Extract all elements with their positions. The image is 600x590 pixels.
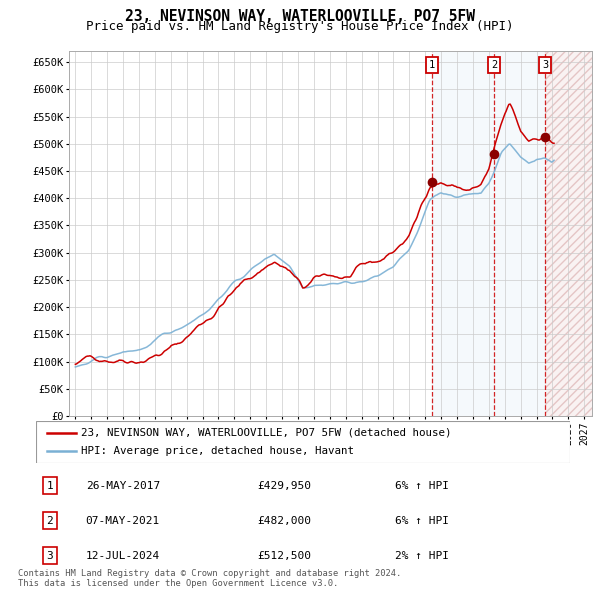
Text: 12-JUL-2024: 12-JUL-2024 — [86, 550, 160, 560]
Text: Price paid vs. HM Land Registry's House Price Index (HPI): Price paid vs. HM Land Registry's House … — [86, 20, 514, 33]
Text: 26-MAY-2017: 26-MAY-2017 — [86, 481, 160, 491]
Text: Contains HM Land Registry data © Crown copyright and database right 2024.
This d: Contains HM Land Registry data © Crown c… — [18, 569, 401, 588]
Text: 3: 3 — [542, 60, 548, 70]
Text: HPI: Average price, detached house, Havant: HPI: Average price, detached house, Hava… — [82, 446, 355, 456]
Text: 23, NEVINSON WAY, WATERLOOVILLE, PO7 5FW (detached house): 23, NEVINSON WAY, WATERLOOVILLE, PO7 5FW… — [82, 428, 452, 438]
Text: 23, NEVINSON WAY, WATERLOOVILLE, PO7 5FW: 23, NEVINSON WAY, WATERLOOVILLE, PO7 5FW — [125, 9, 475, 24]
Bar — [545, 51, 592, 416]
Text: 1: 1 — [46, 481, 53, 491]
Text: 2: 2 — [491, 60, 497, 70]
Bar — [431, 51, 545, 416]
Text: 1: 1 — [428, 60, 435, 70]
Text: £482,000: £482,000 — [257, 516, 311, 526]
FancyBboxPatch shape — [36, 421, 570, 463]
Text: £429,950: £429,950 — [257, 481, 311, 491]
Text: £512,500: £512,500 — [257, 550, 311, 560]
Text: 2: 2 — [46, 516, 53, 526]
Text: 2% ↑ HPI: 2% ↑ HPI — [395, 550, 449, 560]
Text: 3: 3 — [46, 550, 53, 560]
Text: 6% ↑ HPI: 6% ↑ HPI — [395, 481, 449, 491]
Text: 07-MAY-2021: 07-MAY-2021 — [86, 516, 160, 526]
Text: 6% ↑ HPI: 6% ↑ HPI — [395, 516, 449, 526]
